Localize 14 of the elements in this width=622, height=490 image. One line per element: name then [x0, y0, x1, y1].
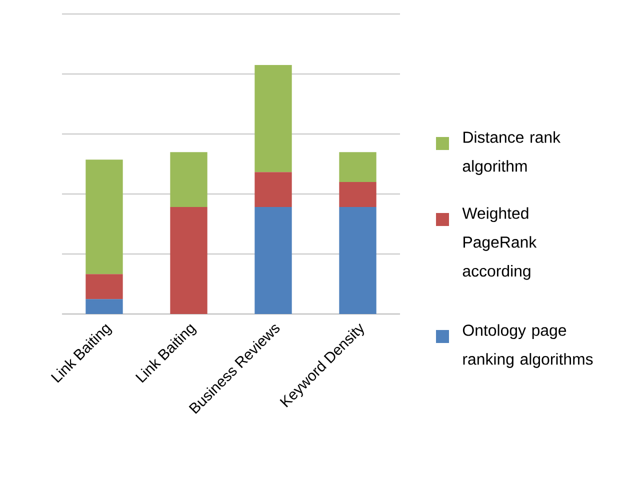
bar: [86, 274, 123, 300]
bar: [339, 206, 376, 314]
bar: [170, 152, 208, 207]
bar: [339, 152, 376, 182]
bar: [86, 160, 123, 274]
bar: [170, 206, 208, 314]
bar: [254, 172, 292, 207]
bar: [254, 65, 292, 172]
legend-label: Ontology page ranking algorithms: [462, 324, 593, 368]
legend-label: Weighted PageRank according: [462, 207, 537, 280]
legend-label: Distance rank algorithm: [462, 131, 561, 175]
bar: [86, 299, 123, 314]
bar: [254, 206, 292, 314]
bar: [339, 182, 376, 207]
